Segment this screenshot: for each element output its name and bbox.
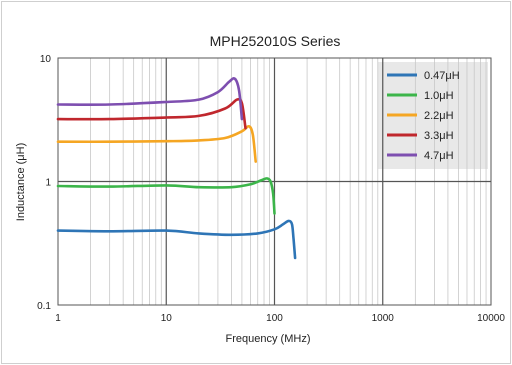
legend-label: 2.2μH xyxy=(424,110,454,122)
series-line-5 xyxy=(56,77,244,121)
series-line-3 xyxy=(56,124,257,163)
y-tick-label: 0.1 xyxy=(37,301,51,312)
series-line-1 xyxy=(56,219,297,260)
series-line-2 xyxy=(56,177,276,215)
legend-label: 3.3μH xyxy=(424,130,454,142)
x-tick-label: 10 xyxy=(161,313,173,324)
legend-label: 0.47μH xyxy=(424,70,460,82)
legend-label: 1.0μH xyxy=(424,90,454,102)
chart-title: MPH252010S Series xyxy=(210,33,341,49)
x-tick-label: 1 xyxy=(55,313,61,324)
x-tick-label: 100 xyxy=(266,313,283,324)
x-tick-label: 10000 xyxy=(477,313,505,324)
y-tick-label: 10 xyxy=(40,54,52,65)
x-tick-label: 1000 xyxy=(372,313,395,324)
x-axis-title: Frequency (MHz) xyxy=(226,333,311,345)
legend-label: 4.7μH xyxy=(424,150,454,162)
plot-area-border xyxy=(57,57,492,306)
y-axis-title: Inductance (μH) xyxy=(15,143,27,221)
y-tick-label: 1 xyxy=(45,178,51,189)
